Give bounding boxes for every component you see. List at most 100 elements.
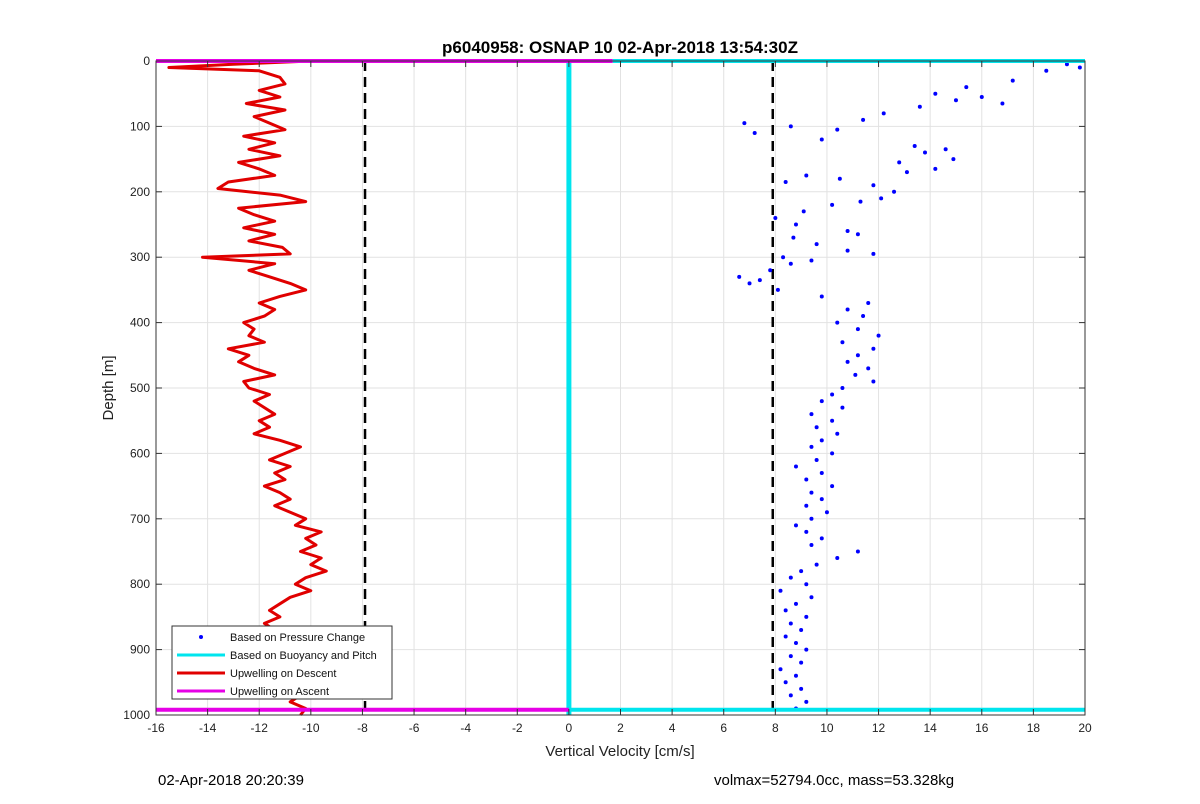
data-point — [747, 281, 752, 286]
data-point — [876, 333, 881, 338]
data-point — [835, 431, 840, 436]
data-point — [830, 202, 835, 207]
data-point — [835, 556, 840, 561]
data-point — [783, 680, 788, 685]
x-tick-label: 0 — [566, 721, 573, 735]
data-point — [778, 588, 783, 593]
data-point — [923, 150, 928, 155]
series-layer — [156, 59, 1085, 716]
x-tick-label: 6 — [720, 721, 727, 735]
footer-timestamp: 02-Apr-2018 20:20:39 — [158, 772, 304, 789]
data-point — [819, 137, 824, 142]
x-tick-label: -12 — [251, 721, 269, 735]
data-point — [804, 173, 809, 178]
data-point — [791, 235, 796, 240]
data-point — [804, 477, 809, 482]
data-point — [809, 542, 814, 547]
data-point — [804, 529, 809, 534]
data-point — [835, 320, 840, 325]
data-point — [793, 523, 798, 528]
data-point — [858, 199, 863, 204]
data-point — [917, 104, 922, 109]
data-point — [979, 94, 984, 99]
data-point — [845, 359, 850, 364]
x-tick-label: 12 — [872, 721, 886, 735]
x-tick-label: -2 — [512, 721, 523, 735]
data-point — [804, 647, 809, 652]
y-tick-label: 900 — [130, 643, 150, 657]
chart-title: p6040958: OSNAP 10 02-Apr-2018 13:54:30Z — [442, 38, 798, 57]
data-point — [866, 366, 871, 371]
data-point — [830, 484, 835, 489]
x-tick-label: 8 — [772, 721, 779, 735]
data-point — [819, 294, 824, 299]
data-point — [855, 232, 860, 237]
data-point — [943, 147, 948, 152]
data-point — [814, 562, 819, 567]
legend: Based on Pressure Change Based on Buoyanc… — [171, 625, 393, 700]
data-point — [775, 287, 780, 292]
data-point — [892, 189, 897, 194]
data-point — [879, 196, 884, 201]
data-point — [778, 667, 783, 672]
reference-lines — [363, 61, 775, 715]
y-tick-label: 100 — [130, 119, 150, 133]
data-point — [951, 157, 956, 162]
data-point — [855, 327, 860, 332]
data-point — [788, 654, 793, 659]
data-point — [819, 471, 824, 476]
data-point — [801, 209, 806, 214]
data-point — [783, 608, 788, 613]
data-point — [809, 412, 814, 417]
data-point — [742, 121, 747, 126]
y-tick-label: 300 — [130, 250, 150, 264]
data-point — [830, 392, 835, 397]
x-tick-label: -14 — [199, 721, 217, 735]
data-point — [809, 444, 814, 449]
data-point — [814, 242, 819, 247]
y-tick-label: 800 — [130, 577, 150, 591]
data-point — [788, 621, 793, 626]
data-point — [1044, 68, 1049, 73]
data-point — [845, 229, 850, 234]
axes — [155, 60, 1086, 716]
data-point — [1064, 62, 1069, 67]
data-point — [804, 614, 809, 619]
legend-label: Based on Pressure Change — [230, 632, 365, 644]
data-point — [793, 673, 798, 678]
data-point — [871, 379, 876, 384]
data-point — [871, 346, 876, 351]
data-point — [1010, 78, 1015, 83]
data-point — [757, 278, 762, 283]
data-point — [840, 340, 845, 345]
data-point — [904, 170, 909, 175]
x-tick-label: 20 — [1078, 721, 1092, 735]
data-point — [819, 438, 824, 443]
data-point — [804, 582, 809, 587]
data-point — [819, 497, 824, 502]
x-tick-label: -16 — [147, 721, 165, 735]
data-point — [752, 130, 757, 135]
legend-marker — [199, 635, 203, 639]
data-point — [953, 98, 958, 103]
data-point — [799, 627, 804, 632]
data-point — [773, 215, 778, 220]
x-tick-label: 14 — [923, 721, 937, 735]
series-line — [167, 59, 328, 716]
data-point — [809, 490, 814, 495]
x-tick-label: -10 — [302, 721, 320, 735]
legend-label: Upwelling on Descent — [230, 668, 336, 680]
data-point — [788, 693, 793, 698]
legend-box — [171, 625, 393, 700]
data-point — [1077, 65, 1082, 70]
y-tick-label: 200 — [130, 185, 150, 199]
data-point — [819, 536, 824, 541]
data-point — [793, 601, 798, 606]
x-tick-label: 4 — [669, 721, 676, 735]
data-point — [824, 510, 829, 515]
data-point — [855, 353, 860, 358]
data-point — [866, 300, 871, 305]
data-point — [871, 183, 876, 188]
data-point — [768, 268, 773, 273]
data-point — [1000, 101, 1005, 106]
